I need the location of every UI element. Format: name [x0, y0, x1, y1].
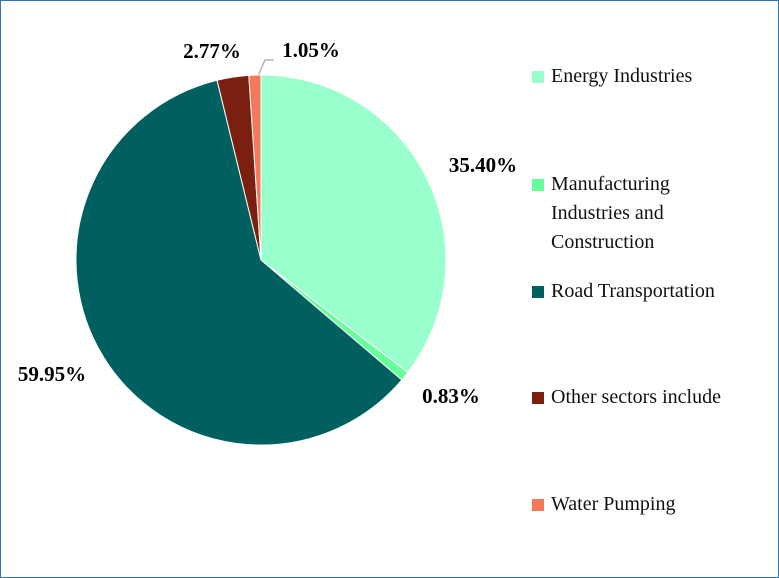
legend-label: Other sectors include — [551, 386, 721, 408]
leader-line — [257, 59, 274, 77]
data-label: 59.95% — [18, 362, 86, 386]
legend-swatch — [532, 71, 544, 83]
data-label: 0.83% — [422, 384, 480, 408]
data-label: 2.77% — [183, 39, 241, 63]
legend-item: Water Pumping — [532, 490, 772, 519]
legend-label: Water Pumping — [551, 493, 676, 515]
legend-label: Energy Industries — [551, 65, 693, 87]
legend-item: Other sectors include — [532, 383, 772, 412]
legend-label: Road Transportation — [551, 280, 715, 302]
legend-swatch — [532, 179, 544, 191]
data-label: 1.05% — [282, 38, 340, 62]
legend-item: Road Transportation — [532, 277, 772, 306]
legend-swatch — [532, 286, 544, 298]
pie-slice — [260, 74, 447, 374]
legend-item: Energy Industries — [532, 62, 772, 91]
pie-slice — [75, 79, 403, 446]
legend-swatch — [532, 499, 544, 511]
legend-item: Manufacturing Industries and Constructio… — [532, 170, 697, 257]
data-label: 35.40% — [449, 153, 517, 177]
legend-label: Manufacturing Industries and Constructio… — [551, 173, 670, 253]
legend-swatch — [532, 392, 544, 404]
pie-slice — [248, 74, 262, 261]
